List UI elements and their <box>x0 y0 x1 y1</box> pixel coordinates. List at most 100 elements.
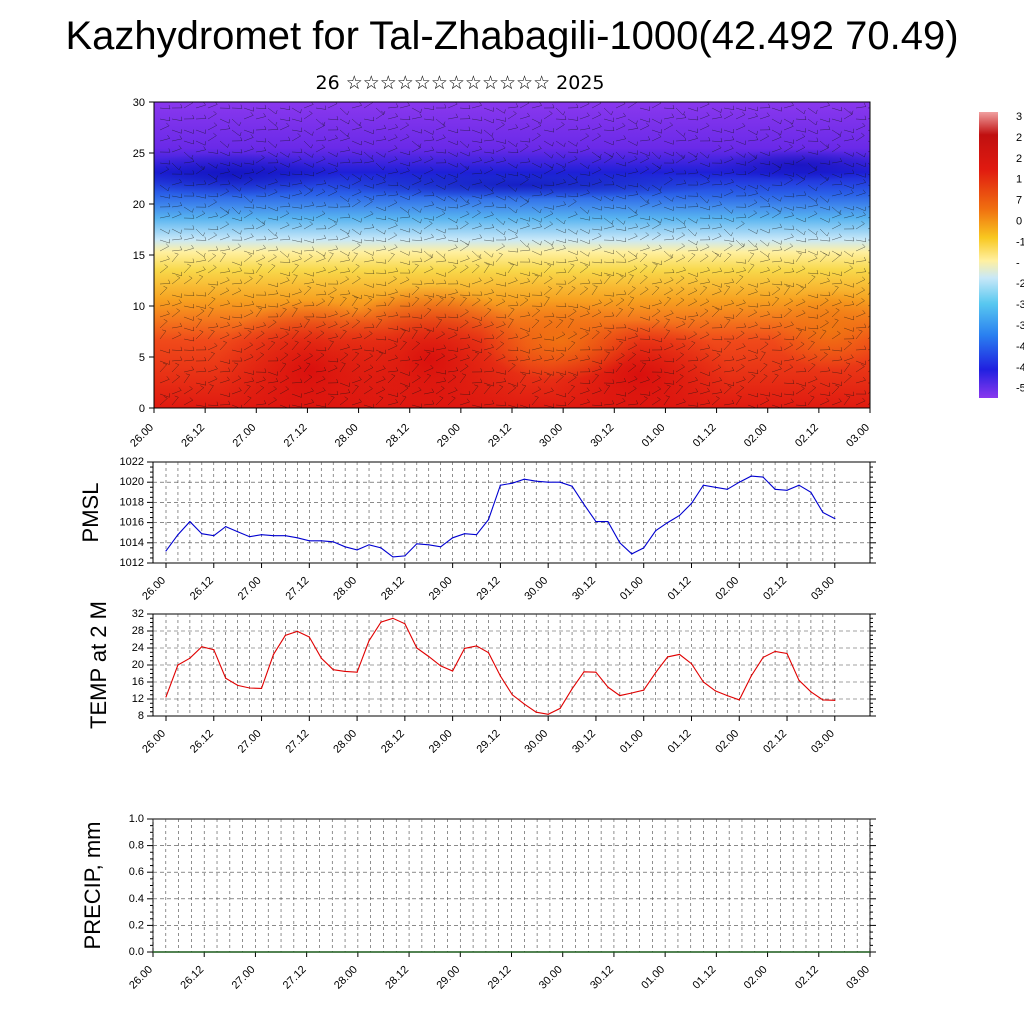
wind-barb-flag <box>585 331 589 335</box>
wind-barb <box>207 215 218 219</box>
wind-barb <box>471 202 482 208</box>
wind-barb <box>255 140 266 143</box>
wind-barb <box>495 332 504 340</box>
wind-barb <box>699 256 709 263</box>
wind-barb-flag <box>564 347 567 352</box>
wind-barb <box>483 299 493 307</box>
wind-barb-flag <box>719 388 723 393</box>
wind-barb-flag <box>802 309 806 314</box>
wind-barb-flag <box>163 285 168 289</box>
wind-barb-flag <box>264 138 267 143</box>
wind-barb <box>831 136 841 142</box>
wind-barb-flag <box>479 234 483 238</box>
wind-barb <box>219 279 230 285</box>
x-tick-label: 29.12 <box>475 575 503 603</box>
wind-barb-flag <box>629 307 634 310</box>
wind-barb <box>699 125 710 131</box>
wind-barb <box>159 379 170 384</box>
y-tick-label: 1.0 <box>129 813 144 825</box>
wind-barb <box>267 206 278 212</box>
wind-barb <box>519 225 530 230</box>
wind-barb-flag <box>464 319 469 323</box>
wind-barb-flag <box>336 379 339 383</box>
wind-barb <box>171 205 182 208</box>
wind-barb-flag <box>227 124 231 129</box>
wind-barb <box>699 347 710 351</box>
wind-barb-flag <box>597 133 601 137</box>
wind-barb <box>243 312 254 318</box>
wind-barb <box>663 107 675 110</box>
wind-barb-flag <box>572 308 577 312</box>
wind-barb <box>531 397 539 406</box>
wind-barb-flag <box>433 293 435 298</box>
wind-barb <box>351 294 362 300</box>
wind-barb <box>267 256 277 263</box>
wind-barb <box>387 106 399 109</box>
wind-barb <box>375 239 386 243</box>
wind-barb <box>603 140 614 146</box>
wind-barb-flag <box>335 134 338 139</box>
wind-barb-flag <box>456 313 459 318</box>
wind-barb-flag <box>204 180 207 185</box>
wind-barb <box>315 300 325 307</box>
wind-barb <box>507 250 518 253</box>
wind-barb <box>447 173 458 178</box>
wind-barb-flag <box>599 154 602 158</box>
x-tick-label: 30.00 <box>522 728 550 756</box>
wind-barb <box>783 401 794 406</box>
wind-barb-flag <box>298 156 302 160</box>
wind-barb-flag <box>420 108 422 113</box>
wind-barb-flag <box>828 345 831 350</box>
wind-barb-flag <box>167 187 170 191</box>
wind-barb <box>339 259 350 263</box>
wind-barb <box>723 228 732 237</box>
wind-barb <box>555 404 567 406</box>
wind-barb <box>855 246 866 252</box>
wind-barb <box>543 288 552 296</box>
wind-barb <box>387 247 398 252</box>
wind-barb-flag <box>174 252 179 255</box>
wind-barb <box>579 333 589 340</box>
wind-barb <box>735 288 744 296</box>
wind-barb <box>183 369 194 373</box>
wind-barb <box>819 228 828 237</box>
wind-barb-flag <box>312 131 314 136</box>
y-tick-label: 0.2 <box>129 919 144 931</box>
wind-barb-flag <box>850 189 854 193</box>
wind-barb <box>591 158 602 164</box>
wind-barb <box>483 386 491 395</box>
wind-barb <box>507 151 519 153</box>
wind-barb-flag <box>790 398 794 403</box>
wind-barb <box>399 342 407 351</box>
wind-barb-flag <box>360 158 363 163</box>
wind-barb-flag <box>323 234 327 239</box>
wind-barb <box>243 344 253 351</box>
wind-barb-flag <box>271 263 276 267</box>
wind-barb <box>207 326 218 329</box>
wind-barb <box>483 354 492 362</box>
wind-barb-flag <box>167 212 171 217</box>
wind-barb-flag <box>643 275 648 278</box>
wind-barb <box>471 140 482 143</box>
wind-barb-flag <box>344 396 349 400</box>
wind-barb <box>243 162 254 165</box>
wind-barb-flag <box>228 400 231 405</box>
wind-barb <box>519 115 530 120</box>
wind-barb <box>783 271 794 274</box>
wind-barb-flag <box>178 387 182 391</box>
wind-barb-flag <box>827 367 831 371</box>
wind-barb <box>675 107 684 116</box>
wind-barb-flag <box>329 296 334 299</box>
wind-barb <box>735 396 742 406</box>
wind-barb <box>807 342 815 351</box>
wind-barb <box>267 388 277 395</box>
wind-barb <box>207 298 216 307</box>
wind-barb <box>363 367 374 373</box>
wind-barb-flag <box>407 356 411 361</box>
wind-barb-flag <box>439 395 444 399</box>
wind-barb <box>867 391 870 395</box>
wind-barb <box>615 355 625 362</box>
wind-barb <box>399 195 410 201</box>
wind-barb-flag <box>586 112 590 116</box>
wind-barb-flag <box>384 281 387 286</box>
